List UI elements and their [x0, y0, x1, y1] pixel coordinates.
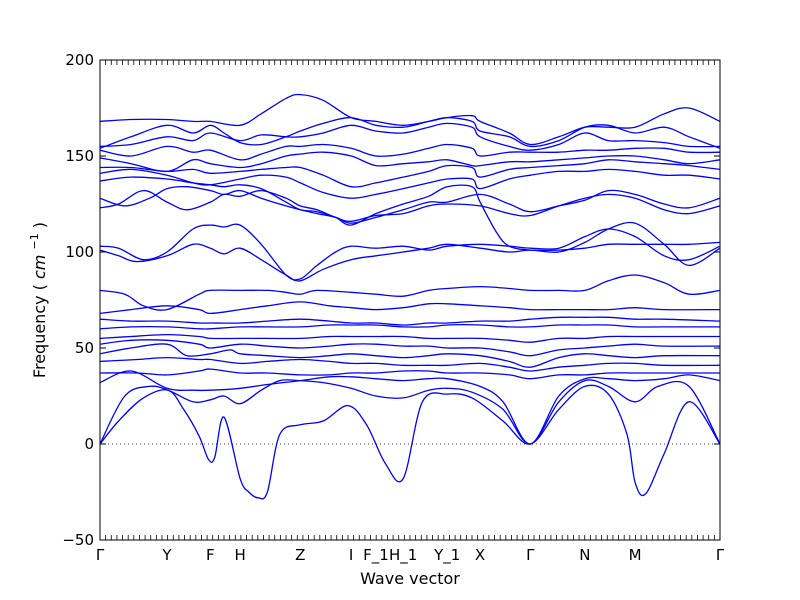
x-tick-label: H_1 — [389, 546, 417, 565]
y-axis-title-open: ( — [30, 284, 49, 290]
y-axis-title-unit-exp: −1 — [28, 233, 41, 249]
phonon-band-1 — [99, 384, 721, 500]
x-axis-title: Wave vector — [360, 569, 460, 588]
x-axis-ticks: Γ Y F H Z I F_1 H_1 Y_1 X Γ N M Γ — [96, 60, 725, 565]
phonon-band-21 — [99, 143, 721, 161]
phonon-band-20 — [99, 151, 721, 173]
phonon-band-15 — [99, 189, 721, 222]
phonon-band-22 — [99, 122, 721, 151]
x-tick-label: Y_1 — [433, 546, 460, 565]
phonon-band-12 — [99, 274, 721, 311]
y-axis-ticks: −50 0 50 100 150 200 — [62, 51, 720, 549]
phonon-band-17 — [99, 176, 721, 252]
y-axis-title-unit: cm — [30, 255, 49, 279]
x-tick-label: F — [206, 546, 215, 564]
x-tick-label: I — [349, 546, 353, 564]
phonon-band-14 — [99, 221, 721, 282]
x-tick-label: Γ — [96, 546, 105, 564]
x-tick-label: F_1 — [363, 546, 389, 565]
phonon-band-16 — [99, 185, 721, 224]
y-tick-label: 0 — [84, 435, 94, 453]
x-tick-label: X — [475, 546, 485, 564]
phonon-band-7 — [99, 339, 721, 357]
y-tick-label: 150 — [65, 147, 94, 165]
phonon-band-2 — [99, 379, 721, 445]
y-tick-label: 100 — [65, 243, 94, 261]
phonon-band-8 — [99, 333, 720, 343]
y-axis-title-close: ) — [30, 222, 49, 228]
y-tick-label: 200 — [65, 51, 94, 69]
y-axis-title: Frequency ( cm −1 ) — [23, 222, 49, 378]
phonon-band-3 — [99, 370, 721, 445]
phonon-band-19 — [99, 159, 721, 188]
x-tick-label: Γ — [526, 546, 535, 564]
x-tick-label: Y — [161, 546, 172, 564]
x-tick-label: Γ — [716, 546, 725, 564]
phonon-band-4 — [99, 368, 720, 380]
phonon-band-18 — [99, 168, 721, 199]
phonon-band-13 — [99, 223, 721, 281]
x-tick-label: Z — [295, 546, 305, 564]
x-tick-label: N — [579, 546, 590, 564]
band-lines — [99, 93, 721, 500]
y-axis-title-text: Frequency — [30, 295, 49, 378]
phonon-band-5 — [99, 356, 721, 372]
phonon-band-9 — [99, 324, 720, 330]
phonon-band-10 — [99, 316, 721, 326]
y-tick-label: −50 — [62, 531, 94, 549]
x-tick-label: M — [629, 546, 642, 564]
x-tick-label: H — [234, 546, 245, 564]
phonon-band-6 — [99, 343, 721, 368]
y-tick-label: 50 — [75, 339, 94, 357]
phonon-band-24 — [99, 93, 721, 146]
phonon-band-11 — [99, 301, 721, 315]
phonon-band-23 — [99, 116, 721, 149]
